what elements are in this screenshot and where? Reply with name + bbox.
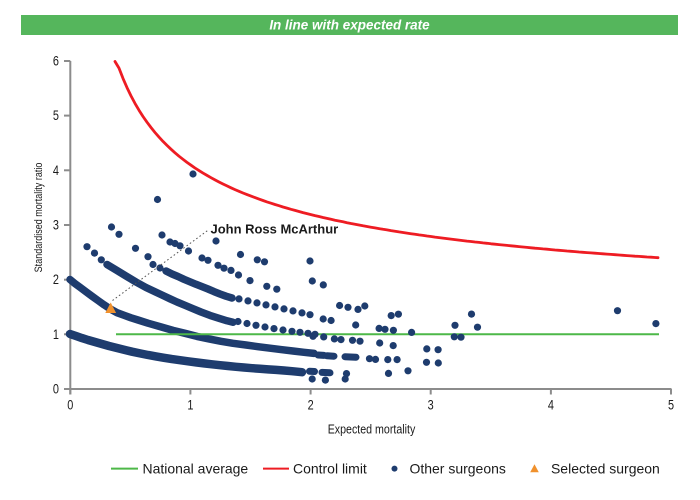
svg-text:John Ross McArthur: John Ross McArthur [210, 221, 338, 236]
svg-text:2: 2 [308, 397, 314, 413]
svg-text:Expected mortality: Expected mortality [328, 421, 416, 436]
svg-text:5: 5 [668, 397, 674, 413]
svg-text:6: 6 [53, 53, 59, 69]
svg-text:1: 1 [53, 327, 59, 343]
svg-text:4: 4 [53, 163, 59, 179]
svg-text:0: 0 [67, 397, 73, 413]
svg-text:3: 3 [53, 217, 59, 233]
svg-text:Standardised mortality ratio: Standardised mortality ratio [33, 162, 45, 272]
svg-text:5: 5 [53, 108, 59, 124]
svg-text:3: 3 [428, 397, 434, 413]
svg-text:Other surgeons: Other surgeons [409, 460, 505, 476]
svg-text:Control limit: Control limit [293, 460, 367, 476]
svg-text:0: 0 [53, 381, 59, 397]
svg-text:4: 4 [548, 397, 554, 413]
svg-text:National average: National average [142, 460, 248, 476]
svg-text:Selected surgeon: Selected surgeon [551, 460, 660, 476]
svg-text:In line with expected rate: In line with expected rate [269, 17, 430, 32]
svg-text:1: 1 [187, 397, 193, 413]
svg-text:2: 2 [53, 272, 59, 288]
